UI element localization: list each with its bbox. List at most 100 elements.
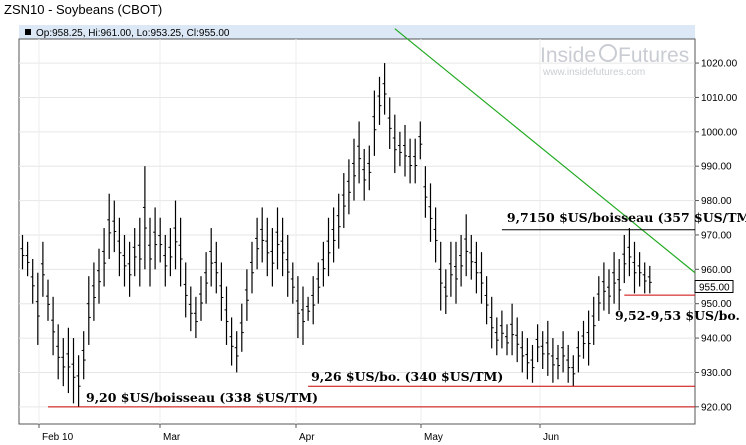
price-bar bbox=[336, 193, 341, 249]
price-bar bbox=[413, 138, 418, 184]
price-bar bbox=[581, 320, 586, 359]
price-bar bbox=[357, 121, 362, 184]
price-bar bbox=[295, 276, 300, 339]
price-bar bbox=[362, 149, 367, 201]
y-tick-label: 1020.00 bbox=[701, 59, 738, 70]
level-label-sup2: 9,20 $US/boisseau (338 $US/TM) bbox=[86, 390, 318, 405]
watermark-url: www.insidefutures.com bbox=[542, 67, 645, 78]
price-bar bbox=[117, 217, 122, 277]
price-bar bbox=[193, 296, 198, 339]
price-bar bbox=[173, 200, 178, 270]
price-bar bbox=[270, 228, 275, 287]
price-bar bbox=[515, 317, 520, 363]
price-bar bbox=[112, 200, 117, 253]
price-bar bbox=[448, 241, 453, 297]
info-bar bbox=[19, 25, 695, 39]
price-bar bbox=[346, 159, 351, 215]
price-bar bbox=[479, 252, 484, 304]
price-bar bbox=[545, 320, 550, 376]
downtrend-line bbox=[394, 28, 696, 274]
price-bar bbox=[331, 207, 336, 263]
x-tick-label: Mar bbox=[163, 432, 181, 443]
price-bar bbox=[474, 241, 479, 294]
price-bar bbox=[239, 303, 244, 352]
price-bar bbox=[265, 217, 270, 277]
price-bar bbox=[306, 296, 311, 321]
price-bar bbox=[142, 166, 147, 270]
price-bar bbox=[499, 310, 504, 349]
price-bar bbox=[392, 114, 397, 174]
price-bar bbox=[250, 241, 254, 294]
price-bar bbox=[387, 97, 392, 149]
price-bar bbox=[372, 90, 377, 156]
price-bar bbox=[122, 234, 127, 287]
y-tick-label: 1010.00 bbox=[701, 93, 738, 104]
price-bar bbox=[367, 145, 372, 191]
price-bar bbox=[423, 166, 428, 218]
price-bar bbox=[102, 228, 107, 287]
price-bar bbox=[576, 331, 581, 373]
level-label-res2: 9,52-9,53 $US/bo. bbox=[615, 308, 740, 323]
price-bar bbox=[530, 344, 535, 383]
price-bar bbox=[199, 276, 203, 321]
price-bar bbox=[397, 131, 402, 167]
price-bar bbox=[71, 338, 76, 404]
price-bar bbox=[484, 276, 489, 325]
info-marker-icon bbox=[25, 29, 31, 35]
watermark: Inside Futures www.insidefutures.com bbox=[540, 44, 689, 78]
last-price-label: 955.00 bbox=[699, 283, 730, 294]
price-bar bbox=[464, 214, 469, 277]
price-bar bbox=[505, 324, 509, 356]
price-bar bbox=[91, 262, 96, 321]
price-bar bbox=[224, 286, 229, 345]
plot-area bbox=[18, 38, 696, 425]
price-bar bbox=[148, 217, 152, 287]
price-bar bbox=[97, 248, 101, 304]
price-bar bbox=[540, 331, 545, 369]
annotation-labels: 9,7150 $US/boisseau (357 $US/TM) 9,52-9,5… bbox=[86, 210, 746, 405]
y-axis: 920.00 930.00 940.00 950.00 960.00 970.00 980.… bbox=[694, 59, 738, 413]
price-bar bbox=[469, 234, 474, 280]
price-bars bbox=[20, 63, 652, 407]
price-bar bbox=[601, 262, 606, 311]
price-bar bbox=[280, 217, 285, 277]
price-bar bbox=[418, 121, 423, 160]
watermark-brand-left: Inside bbox=[540, 44, 596, 67]
price-bar bbox=[30, 259, 35, 304]
ohlc-readout: Op:958.25, Hi:961.00, Lo:953.25, Cl:955.… bbox=[36, 28, 230, 39]
price-bar bbox=[168, 228, 173, 277]
price-bar bbox=[316, 262, 321, 304]
price-bar bbox=[627, 228, 632, 277]
price-bar bbox=[642, 262, 647, 294]
price-bar bbox=[46, 279, 50, 321]
watermark-brand-right: Futures bbox=[618, 44, 689, 67]
price-bar bbox=[275, 207, 280, 270]
price-bar bbox=[341, 173, 346, 229]
price-bar bbox=[637, 252, 642, 287]
price-bar bbox=[454, 241, 458, 304]
x-tick-label: Feb 10 bbox=[42, 432, 74, 443]
price-bar bbox=[647, 265, 652, 294]
price-bar bbox=[311, 276, 316, 325]
price-bar bbox=[260, 207, 265, 263]
price-bar bbox=[612, 252, 617, 304]
price-bar bbox=[571, 355, 576, 387]
price-bar bbox=[132, 228, 137, 277]
annotation-lines bbox=[48, 28, 696, 408]
price-bar bbox=[403, 124, 407, 177]
y-tick-label: 960.00 bbox=[701, 265, 732, 276]
price-bar bbox=[285, 234, 290, 297]
gridlines bbox=[19, 39, 695, 424]
price-bar bbox=[290, 262, 295, 304]
price-bar bbox=[66, 327, 71, 394]
price-bar bbox=[153, 207, 158, 270]
price-bar bbox=[561, 331, 566, 373]
y-tick-label: 970.00 bbox=[701, 230, 732, 241]
price-bar bbox=[40, 241, 45, 297]
price-bar bbox=[244, 269, 249, 321]
price-bar bbox=[408, 138, 413, 184]
price-bar bbox=[326, 217, 331, 277]
price-bar bbox=[377, 76, 382, 125]
price-bar bbox=[219, 262, 224, 321]
